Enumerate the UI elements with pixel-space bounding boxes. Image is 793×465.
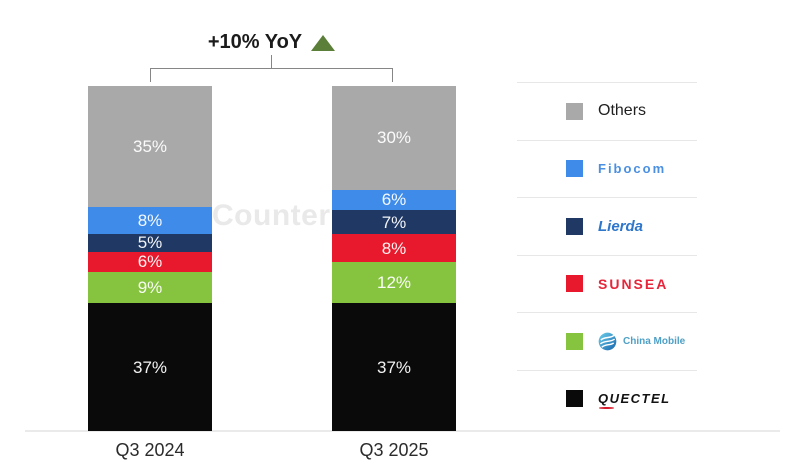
segment-china-mobile-q3-2024: 9% <box>88 272 212 304</box>
segment-value-label: 8% <box>137 211 163 231</box>
segment-value-label: 9% <box>137 278 163 298</box>
segment-value-label: 37% <box>376 357 412 377</box>
segment-lierda-q3-2024: 5% <box>88 233 212 253</box>
segment-value-label: 8% <box>381 238 407 258</box>
x-label-q3-2024: Q3 2024 <box>115 440 185 460</box>
legend-label-text: China Mobile <box>623 335 686 347</box>
yoy-bracket-line <box>150 68 393 69</box>
yoy-annotation-text: +10% YoY <box>207 31 303 53</box>
quectel-logo-accent <box>599 407 614 410</box>
segment-quectel-q3-2025: 37% <box>332 303 456 431</box>
segment-value-label: 30% <box>376 128 412 148</box>
segment-lierda-q3-2025: 7% <box>332 210 456 235</box>
segment-value-label: 12% <box>376 273 412 293</box>
segment-sunsea-q3-2024: 6% <box>88 251 212 273</box>
legend-swatch-sunsea <box>566 275 583 293</box>
legend-swatch-quectel <box>566 390 583 408</box>
stacked-bar-q3-2024: 35% 8% 5% 6% 9% 37% <box>88 86 212 431</box>
legend-label-china-mobile: China Mobile <box>598 332 685 351</box>
yoy-bracket-left-tick <box>150 68 151 82</box>
segment-value-label: 6% <box>137 252 163 272</box>
legend-swatch-lierda <box>566 217 583 235</box>
legend-item-quectel: QUECTEL <box>517 369 697 428</box>
segment-fibocom-q3-2025: 6% <box>332 189 456 211</box>
segment-value-label: 5% <box>137 233 163 253</box>
segment-others-q3-2025: 30% <box>332 86 456 190</box>
segment-sunsea-q3-2025: 8% <box>332 234 456 262</box>
legend-item-lierda: Lierda <box>517 197 697 255</box>
yoy-bracket-right-tick <box>391 68 393 82</box>
segment-value-label: 37% <box>132 357 168 377</box>
legend-label-sunsea: SUNSEA <box>598 275 669 292</box>
x-axis-line <box>25 430 780 432</box>
legend-swatch-fibocom <box>566 160 583 178</box>
segment-quectel-q3-2024: 37% <box>88 303 212 431</box>
legend-label-others: Others <box>598 102 647 120</box>
segment-value-label: 6% <box>381 190 407 210</box>
legend-swatch-others <box>566 102 583 120</box>
legend-item-others: Others <box>517 82 697 140</box>
legend: Others Fibocom Lierda SUNSEA China Mobile QUE… <box>517 82 697 427</box>
stacked-bar-q3-2025: 30% 6% 7% 8% 12% 37% <box>332 86 456 431</box>
legend-label-quectel: QUECTEL <box>598 391 671 410</box>
yoy-annotation: +10% YoY <box>150 31 393 54</box>
legend-swatch-china-mobile <box>566 332 583 350</box>
segment-china-mobile-q3-2025: 12% <box>332 261 456 304</box>
yoy-bracket-stem <box>270 55 272 68</box>
segment-others-q3-2024: 35% <box>88 86 212 207</box>
china-mobile-globe-icon <box>598 332 617 351</box>
segment-value-label: 7% <box>381 212 407 232</box>
segment-fibocom-q3-2024: 8% <box>88 206 212 235</box>
legend-label-lierda: Lierda <box>598 217 644 235</box>
x-label-q3-2025: Q3 2025 <box>359 440 429 460</box>
legend-label-fibocom: Fibocom <box>598 161 667 177</box>
segment-value-label: 35% <box>132 136 168 156</box>
growth-triangle-icon <box>311 34 336 51</box>
legend-item-fibocom: Fibocom <box>517 139 697 198</box>
legend-item-china-mobile: China Mobile <box>517 312 697 370</box>
legend-item-sunsea: SUNSEA <box>517 254 697 313</box>
